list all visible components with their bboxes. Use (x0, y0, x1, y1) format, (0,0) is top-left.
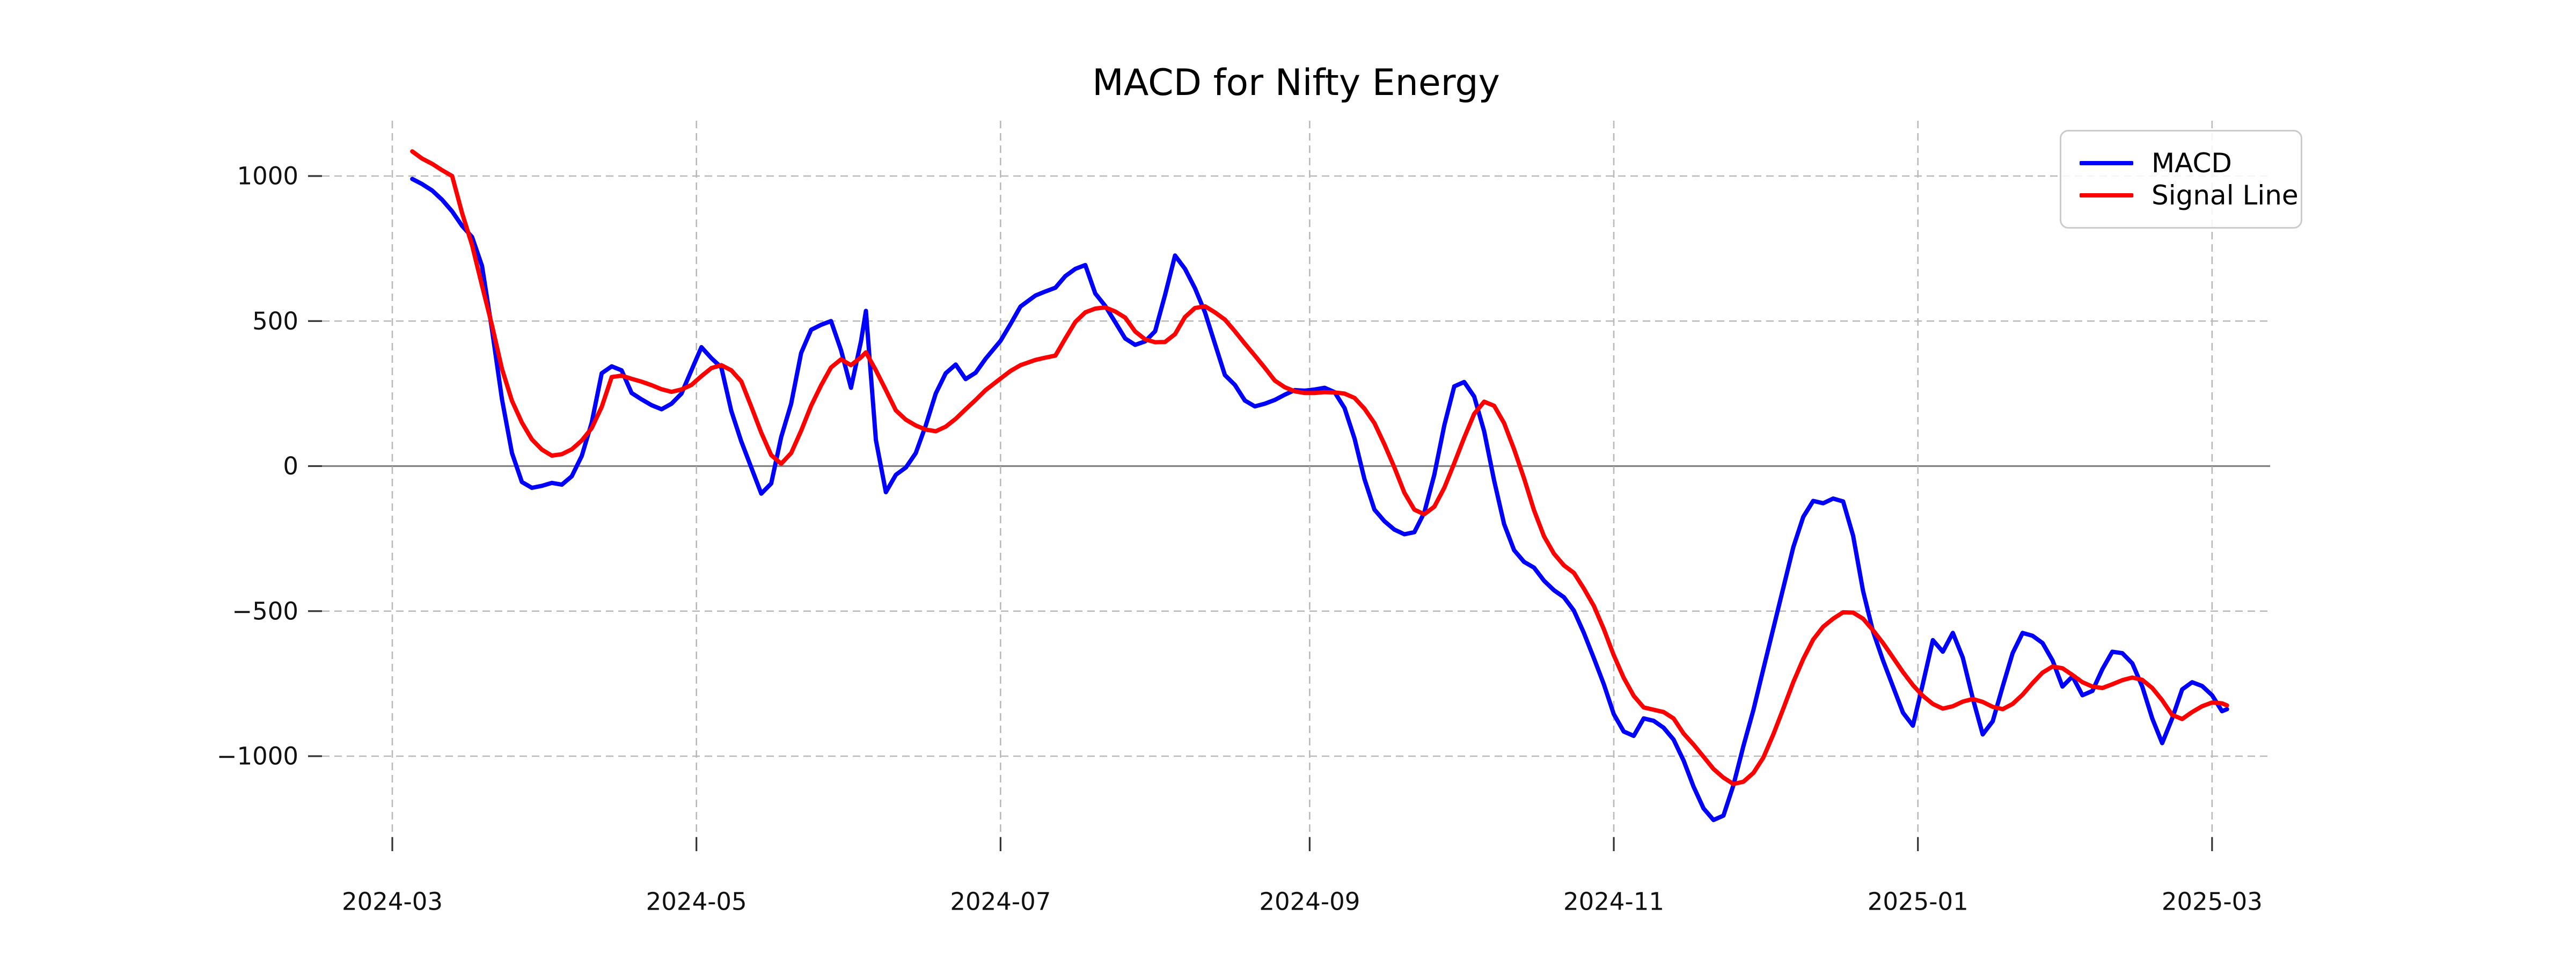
x-tick-label: 2024-11 (1563, 888, 1664, 916)
y-tick-label: −500 (232, 597, 298, 625)
x-tick-label: 2024-09 (1259, 888, 1360, 916)
legend-item-macd: MACD (2080, 148, 2282, 179)
macd-line-swatch (2080, 161, 2133, 165)
legend-label-macd: MACD (2151, 148, 2232, 179)
x-tick-label: 2024-03 (342, 888, 443, 916)
signal-line (410, 149, 2229, 786)
y-tick-label: 500 (252, 307, 298, 335)
legend: MACD Signal Line (2060, 130, 2302, 229)
x-tick-label: 2025-03 (2162, 888, 2263, 916)
y-tick-label: −1000 (217, 742, 298, 771)
macd-line (410, 177, 2229, 822)
legend-label-signal: Signal Line (2151, 180, 2299, 211)
legend-item-signal: Signal Line (2080, 180, 2299, 211)
chart-title: MACD for Nifty Energy (1092, 62, 1500, 104)
signal-line-swatch (2080, 193, 2133, 197)
x-tick-label: 2024-05 (646, 888, 747, 916)
x-tick-label: 2024-07 (950, 888, 1051, 916)
y-tick-label: 0 (283, 452, 298, 480)
x-tick-label: 2025-01 (1868, 888, 1968, 916)
y-tick-label: 1000 (237, 162, 298, 191)
